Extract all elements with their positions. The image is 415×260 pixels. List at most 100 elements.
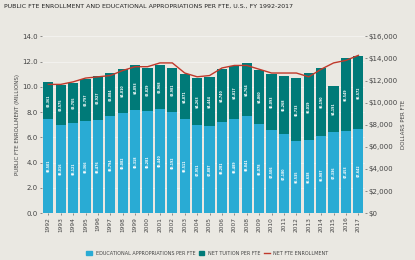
Text: $8,794: $8,794 (108, 158, 112, 171)
Text: $7,336: $7,336 (332, 166, 336, 179)
Text: $8,281: $8,281 (220, 161, 224, 174)
Text: $5,268: $5,268 (282, 99, 286, 111)
Text: $6,019: $6,019 (307, 100, 311, 113)
Text: $3,705: $3,705 (71, 97, 75, 109)
Bar (229, 66, 239, 119)
Y-axis label: PUBLIC FTE ENROLLMENT (MILLIONS): PUBLIC FTE ENROLLMENT (MILLIONS) (15, 74, 20, 175)
Text: $3,361: $3,361 (46, 94, 50, 107)
Bar (279, 134, 289, 213)
Text: $3,575: $3,575 (59, 99, 63, 111)
Text: $3,968: $3,968 (158, 81, 162, 93)
Text: $8,501: $8,501 (46, 160, 50, 172)
Text: $8,121: $8,121 (71, 162, 75, 174)
Text: $3,829: $3,829 (146, 83, 149, 96)
Bar (142, 68, 153, 111)
Text: $4,263: $4,263 (195, 95, 199, 108)
Text: $4,191: $4,191 (332, 103, 336, 115)
Bar (81, 79, 90, 121)
Text: $3,981: $3,981 (170, 83, 174, 96)
Bar (304, 140, 314, 213)
Text: $8,366: $8,366 (83, 161, 88, 173)
Bar (316, 136, 326, 213)
Bar (167, 68, 178, 112)
Text: $9,192: $9,192 (170, 156, 174, 169)
Text: $9,318: $9,318 (133, 155, 137, 168)
Text: $4,010: $4,010 (121, 84, 125, 97)
Bar (304, 73, 314, 140)
Bar (353, 129, 364, 213)
Bar (180, 119, 190, 213)
Text: $8,511: $8,511 (183, 160, 187, 172)
Text: $4,740: $4,740 (220, 89, 224, 102)
Text: $4,764: $4,764 (245, 83, 249, 96)
Text: $8,841: $8,841 (245, 158, 249, 171)
Text: $8,016: $8,016 (59, 163, 63, 175)
Text: $9,281: $9,281 (146, 156, 149, 168)
Bar (130, 110, 140, 213)
Text: $6,190: $6,190 (319, 95, 323, 108)
Y-axis label: DOLLARS PER FTE: DOLLARS PER FTE (401, 100, 406, 149)
Text: $7,951: $7,951 (195, 163, 199, 176)
Bar (192, 78, 202, 125)
Bar (81, 121, 90, 213)
Bar (266, 130, 277, 213)
Bar (68, 124, 78, 213)
Text: $4,817: $4,817 (232, 87, 237, 99)
Text: $3,797: $3,797 (83, 94, 88, 106)
Bar (279, 76, 289, 134)
Bar (180, 74, 190, 119)
Text: $7,887: $7,887 (208, 163, 212, 176)
Bar (130, 65, 140, 110)
Bar (43, 82, 54, 119)
Bar (254, 124, 264, 213)
Text: $7,642: $7,642 (356, 165, 360, 177)
Bar (291, 78, 301, 141)
Bar (117, 113, 128, 213)
Text: $4,093: $4,093 (133, 81, 137, 94)
Bar (316, 68, 326, 136)
Text: $6,572: $6,572 (356, 86, 360, 99)
Bar (341, 131, 351, 213)
Bar (217, 122, 227, 213)
Bar (242, 63, 252, 115)
Bar (329, 86, 339, 132)
Bar (205, 77, 215, 126)
Bar (217, 69, 227, 122)
Text: $5,093: $5,093 (270, 96, 273, 108)
Bar (142, 111, 153, 213)
Bar (105, 116, 115, 213)
Legend: EDUCATIONAL APPROPRIATIONS PER FTE, NET TUITION PER FTE, NET FTE ENROLLMENT: EDUCATIONAL APPROPRIATIONS PER FTE, NET … (84, 249, 331, 258)
Text: $3,927: $3,927 (96, 92, 100, 104)
Bar (68, 82, 78, 124)
Bar (266, 74, 277, 130)
Bar (229, 119, 239, 213)
Text: $5,733: $5,733 (294, 103, 298, 115)
Text: $8,476: $8,476 (96, 160, 100, 173)
Bar (353, 56, 364, 129)
Text: $4,071: $4,071 (183, 90, 187, 103)
Bar (341, 58, 351, 131)
Text: PUBLIC FTE ENROLLMENT AND EDUCATIONAL APPROPRIATIONS PER FTE, U.S., FY 1992-2017: PUBLIC FTE ENROLLMENT AND EDUCATIONAL AP… (4, 4, 293, 9)
Text: $7,180: $7,180 (282, 167, 286, 180)
Bar (205, 126, 215, 213)
Text: $8,078: $8,078 (257, 162, 261, 175)
Bar (254, 70, 264, 124)
Bar (167, 112, 178, 213)
Bar (192, 125, 202, 213)
Text: $4,444: $4,444 (208, 95, 212, 108)
Bar (93, 76, 103, 120)
Text: $6,549: $6,549 (344, 88, 348, 101)
Bar (105, 73, 115, 116)
Bar (43, 119, 54, 213)
Text: $8,489: $8,489 (232, 160, 237, 173)
Text: $7,453: $7,453 (344, 166, 348, 178)
Text: $3,884: $3,884 (108, 88, 112, 101)
Text: $6,987: $6,987 (319, 168, 323, 181)
Text: $9,440: $9,440 (158, 155, 162, 167)
Bar (155, 109, 165, 213)
Text: $9,082: $9,082 (121, 157, 125, 169)
Text: $7,506: $7,506 (270, 165, 273, 178)
Text: $6,535: $6,535 (294, 171, 298, 183)
Bar (56, 85, 66, 125)
Bar (155, 65, 165, 109)
